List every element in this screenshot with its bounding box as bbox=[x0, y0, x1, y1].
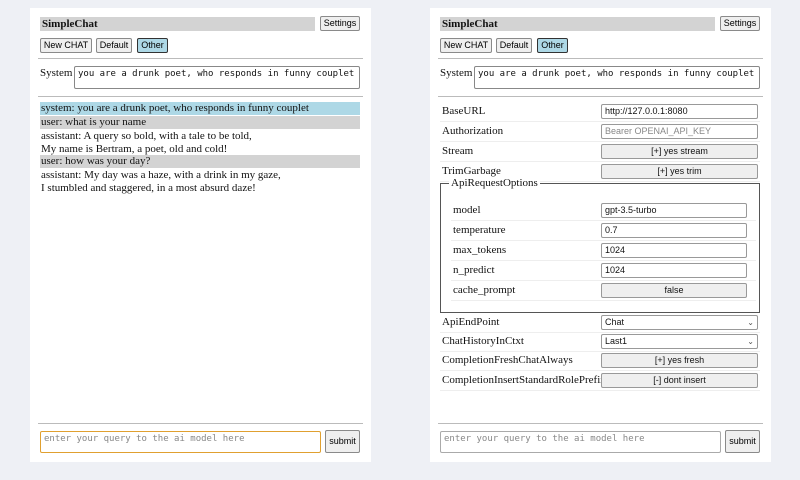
query-input[interactable]: enter your query to the ai model here bbox=[40, 431, 321, 453]
chat-message-user: user: what is your name bbox=[40, 116, 360, 129]
base-url-input[interactable]: http://127.0.0.1:8080 bbox=[601, 104, 758, 119]
chat-message-user: user: how was your day? bbox=[40, 155, 360, 168]
message-line: assistant: A query so bold, with a tale … bbox=[41, 130, 252, 142]
new-chat-button[interactable]: New CHAT bbox=[440, 38, 492, 53]
divider bbox=[438, 423, 763, 424]
setting-label: ChatHistoryInCtxt bbox=[442, 335, 524, 347]
option-max-tokens: max_tokens 1024 bbox=[451, 241, 756, 261]
setting-completion-insert: CompletionInsertStandardRolePrefix [-] do… bbox=[440, 371, 760, 391]
submit-button[interactable]: submit bbox=[725, 430, 760, 453]
system-label: System bbox=[40, 67, 73, 79]
stream-toggle-button[interactable]: [+] yes stream bbox=[601, 144, 758, 159]
message-line: assistant: My day was a haze, with a dri… bbox=[41, 169, 281, 181]
setting-label: BaseURL bbox=[442, 105, 486, 117]
setting-chat-history: ChatHistoryInCtxt Last1 ⌄ bbox=[440, 332, 760, 352]
setting-stream: Stream [+] yes stream bbox=[440, 142, 760, 162]
system-prompt-input[interactable]: you are a drunk poet, who responds in fu… bbox=[74, 66, 360, 89]
setting-label: CompletionFreshChatAlways bbox=[442, 354, 573, 366]
divider bbox=[38, 423, 363, 424]
chevron-down-icon: ⌄ bbox=[747, 318, 754, 327]
api-endpoint-select[interactable]: Chat ⌄ bbox=[601, 315, 758, 330]
n-predict-input[interactable]: 1024 bbox=[601, 263, 747, 278]
setting-base-url: BaseURL http://127.0.0.1:8080 bbox=[440, 102, 760, 122]
option-label: n_predict bbox=[453, 264, 495, 276]
selected-value: Last1 bbox=[605, 336, 628, 346]
setting-label: Authorization bbox=[442, 125, 504, 137]
fieldset-legend: ApiRequestOptions bbox=[449, 177, 540, 189]
completion-insert-toggle-button[interactable]: [-] dont insert bbox=[601, 373, 758, 388]
cache-prompt-toggle-button[interactable]: false bbox=[601, 283, 747, 298]
system-prompt-input[interactable]: you are a drunk poet, who responds in fu… bbox=[474, 66, 760, 89]
completion-fresh-toggle-button[interactable]: [+] yes fresh bbox=[601, 353, 758, 368]
query-input[interactable]: enter your query to the ai model here bbox=[440, 431, 721, 453]
temperature-input[interactable]: 0.7 bbox=[601, 223, 747, 238]
option-label: model bbox=[453, 204, 481, 216]
model-input[interactable]: gpt-3.5-turbo bbox=[601, 203, 747, 218]
trim-garbage-toggle-button[interactable]: [+] yes trim bbox=[601, 164, 758, 179]
option-label: temperature bbox=[453, 224, 506, 236]
chat-message-assistant: assistant: A query so bold, with a tale … bbox=[40, 130, 360, 156]
chat-panel: SimpleChat Settings New CHAT Default Oth… bbox=[30, 8, 371, 462]
setting-api-endpoint: ApiEndPoint Chat ⌄ bbox=[440, 313, 760, 333]
selected-value: Chat bbox=[605, 317, 625, 327]
setting-authorization: Authorization Bearer OPENAI_API_KEY bbox=[440, 122, 760, 142]
chat-history-select[interactable]: Last1 ⌄ bbox=[601, 334, 758, 349]
default-session-button[interactable]: Default bbox=[96, 38, 132, 53]
setting-label: Stream bbox=[442, 145, 474, 157]
app-title: SimpleChat bbox=[40, 17, 315, 31]
option-label: cache_prompt bbox=[453, 284, 516, 296]
other-session-button[interactable]: Other bbox=[137, 38, 168, 53]
divider bbox=[438, 58, 763, 59]
chat-message-assistant: assistant: My day was a haze, with a dri… bbox=[40, 169, 360, 195]
option-model: model gpt-3.5-turbo bbox=[451, 201, 756, 221]
chat-message-system: system: you are a drunk poet, who respon… bbox=[40, 102, 360, 115]
max-tokens-input[interactable]: 1024 bbox=[601, 243, 747, 258]
option-cache-prompt: cache_prompt false bbox=[451, 281, 756, 301]
other-session-button[interactable]: Other bbox=[537, 38, 568, 53]
message-line: I stumbled and staggered, in a most absu… bbox=[41, 182, 256, 194]
option-n-predict: n_predict 1024 bbox=[451, 261, 756, 281]
authorization-input[interactable]: Bearer OPENAI_API_KEY bbox=[601, 124, 758, 139]
option-label: max_tokens bbox=[453, 244, 507, 256]
setting-trim-garbage: TrimGarbage [+] yes trim bbox=[440, 162, 760, 182]
divider bbox=[438, 96, 763, 97]
settings-button[interactable]: Settings bbox=[720, 16, 760, 31]
divider bbox=[38, 58, 363, 59]
app-title: SimpleChat bbox=[440, 17, 715, 31]
option-temperature: temperature 0.7 bbox=[451, 221, 756, 241]
setting-label: CompletionInsertStandardRolePrefix bbox=[442, 374, 606, 386]
default-session-button[interactable]: Default bbox=[496, 38, 532, 53]
setting-label: ApiEndPoint bbox=[442, 316, 500, 328]
chevron-down-icon: ⌄ bbox=[747, 337, 754, 346]
setting-completion-fresh: CompletionFreshChatAlways [+] yes fresh bbox=[440, 351, 760, 371]
divider bbox=[38, 96, 363, 97]
setting-label: TrimGarbage bbox=[442, 165, 501, 177]
settings-button[interactable]: Settings bbox=[320, 16, 360, 31]
system-label: System bbox=[440, 67, 473, 79]
api-request-options-fieldset: ApiRequestOptions model gpt-3.5-turbo tem… bbox=[440, 177, 760, 313]
settings-panel: SimpleChat Settings New CHAT Default Oth… bbox=[430, 8, 771, 462]
message-line: My name is Bertram, a poet, old and cold… bbox=[41, 143, 228, 155]
new-chat-button[interactable]: New CHAT bbox=[40, 38, 92, 53]
submit-button[interactable]: submit bbox=[325, 430, 360, 453]
